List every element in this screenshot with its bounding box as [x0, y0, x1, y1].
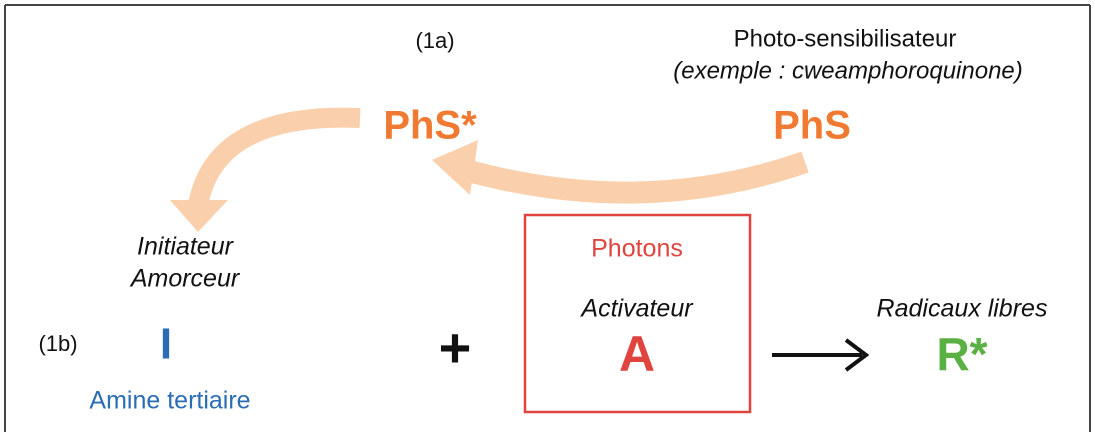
photons-label: Photons: [591, 235, 683, 263]
transfer-arrowhead: [170, 200, 228, 232]
excited-state: PhS*: [383, 104, 477, 148]
step-label: (1a): [415, 28, 454, 53]
ground-state: PhS: [773, 104, 851, 148]
excitation-arrow: [454, 151, 809, 204]
initiator-caption: Amine tertiaire: [89, 387, 250, 415]
activator-name: Activateur: [579, 295, 694, 323]
initiator-line: Initiateur: [137, 233, 235, 261]
photosensitizer-example: (exemple : cweamphoroquinone): [673, 57, 1023, 84]
step-label: (1b): [38, 331, 77, 356]
photosensitizer-title: Photo-sensibilisateur: [734, 25, 957, 52]
initiator-line: Amorceur: [129, 265, 241, 293]
initiator-symbol: I: [160, 320, 172, 369]
activator-symbol: A: [619, 326, 655, 382]
plus-sign: +: [439, 316, 472, 379]
product-name: Radicaux libres: [877, 295, 1048, 323]
reaction-arrowhead: [844, 338, 870, 372]
activator-box: [523, 213, 752, 414]
product-symbol: R*: [936, 328, 987, 380]
excitation-arrowhead: [432, 140, 478, 195]
transfer-arrow: [188, 107, 361, 208]
